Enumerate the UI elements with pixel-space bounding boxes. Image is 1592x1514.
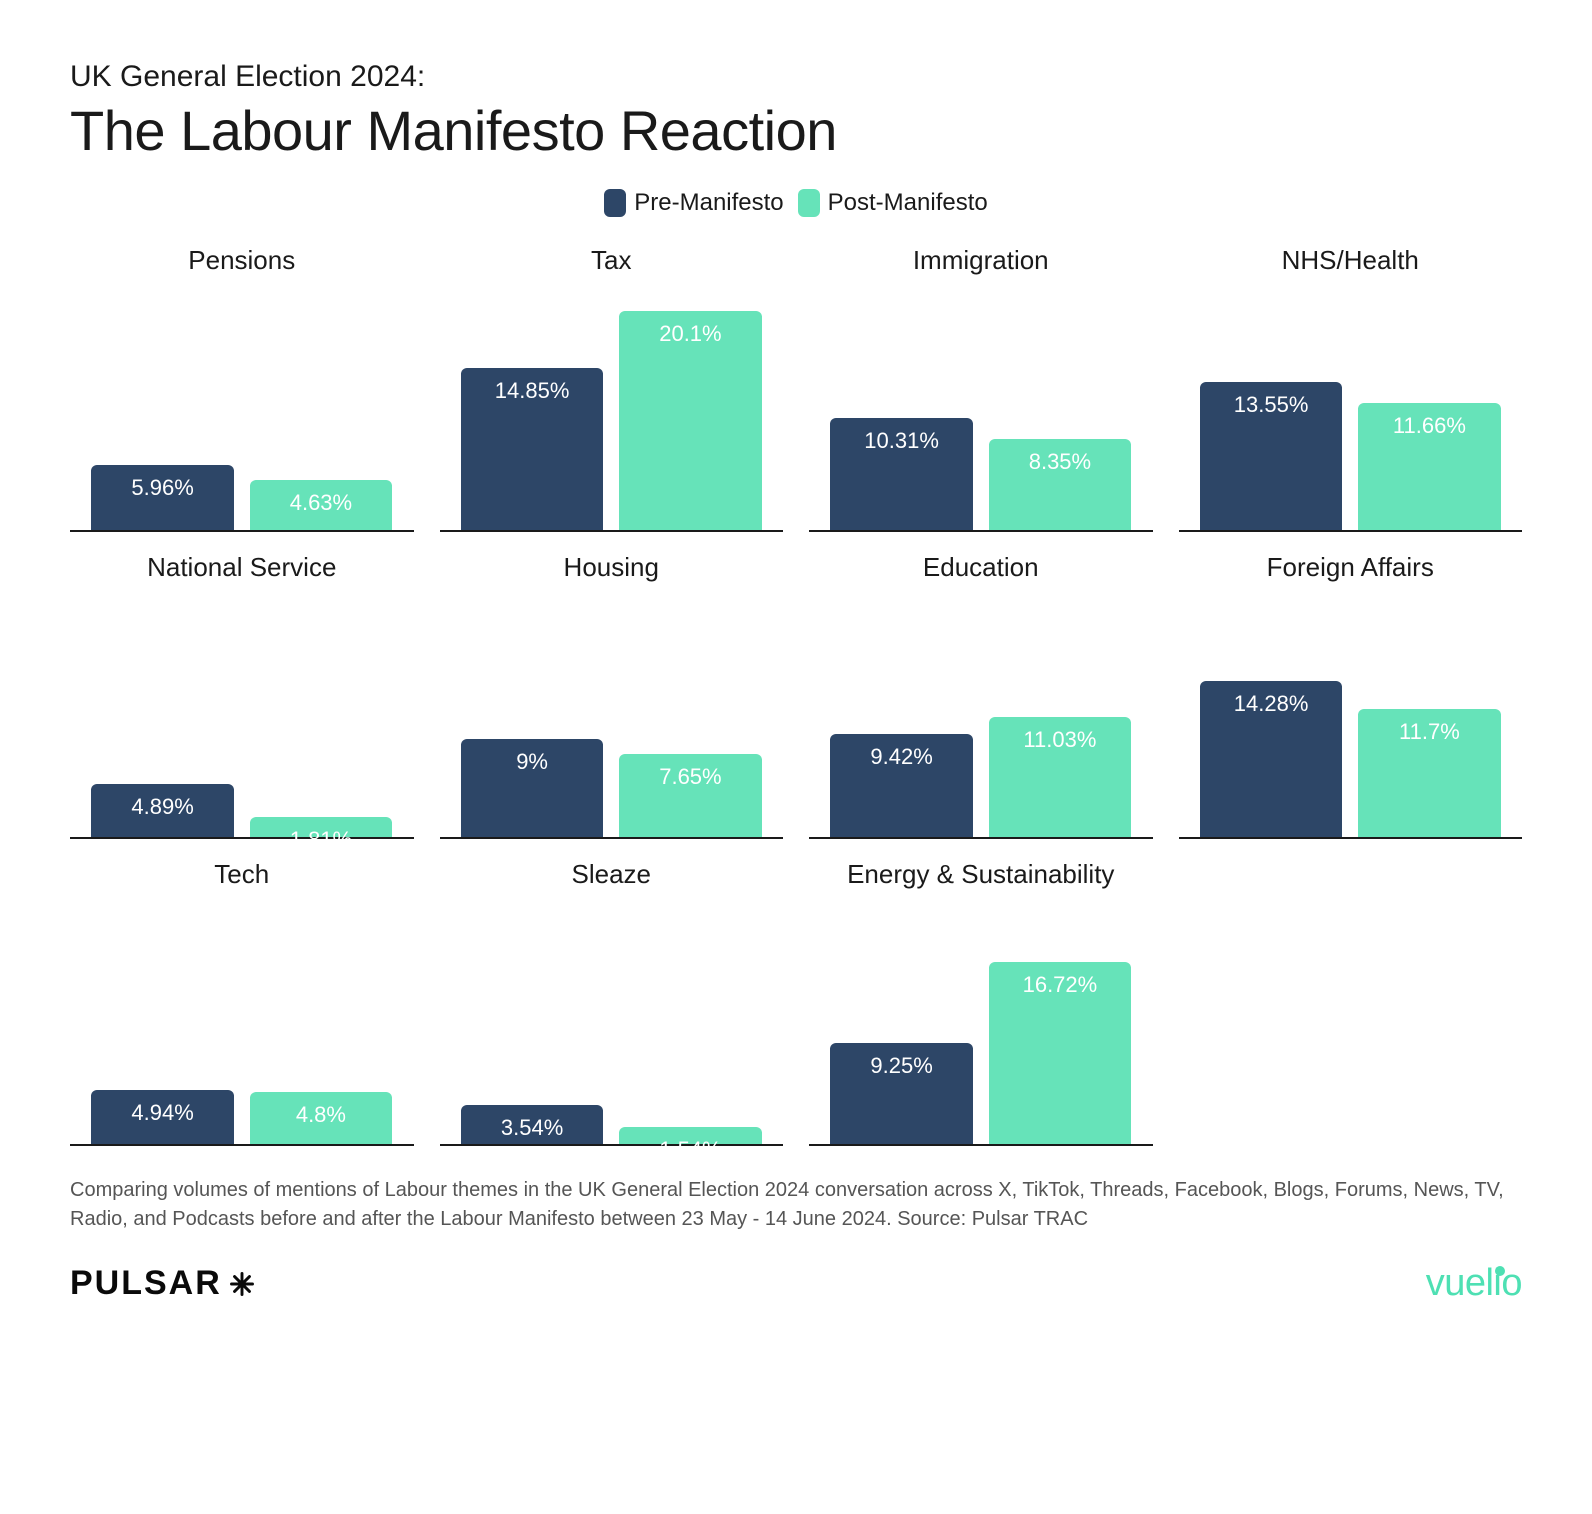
bar-label-pre: 10.31% [864, 418, 939, 454]
panel-title: NHS/Health [1179, 245, 1523, 276]
chart-panel: Tech 4.94% 4.8% [70, 859, 414, 1146]
chart-panel: Foreign Affairs 14.28% 11.7% [1179, 552, 1523, 839]
bars-area: 3.54% 1.54% [440, 906, 784, 1146]
chart-panel: Education 9.42% 11.03% [809, 552, 1153, 839]
pulsar-text: PULSAR [70, 1264, 222, 1303]
panel-title: Foreign Affairs [1179, 552, 1523, 583]
bar-post: 1.54% [619, 1127, 761, 1144]
bars-area: 9.25% 16.72% [809, 906, 1153, 1146]
bar-post: 8.35% [989, 439, 1131, 530]
bar-label-post: 7.65% [659, 754, 721, 790]
legend-label-pre: Pre-Manifesto [634, 189, 783, 217]
bar-post: 4.63% [250, 480, 392, 531]
bar-pre: 4.89% [91, 784, 233, 837]
chart-panel: National Service 4.89% 1.81% [70, 552, 414, 839]
panel-title: Tax [440, 245, 784, 276]
chart-header: UK General Election 2024: The Labour Man… [70, 60, 1522, 163]
bar-post: 4.8% [250, 1092, 392, 1144]
bar-pre: 14.28% [1200, 681, 1342, 837]
chart-panel: Immigration 10.31% 8.35% [809, 245, 1153, 532]
bar-label-post: 11.66% [1393, 403, 1466, 439]
bar-post: 16.72% [989, 962, 1131, 1144]
chart-pretitle: UK General Election 2024: [70, 60, 1522, 94]
bar-label-pre: 4.94% [131, 1090, 193, 1126]
chart-panel: NHS/Health 13.55% 11.66% [1179, 245, 1523, 532]
legend-swatch-pre [604, 189, 626, 217]
bar-pre: 13.55% [1200, 382, 1342, 530]
bar-label-post: 8.35% [1029, 439, 1091, 475]
panel-title: Housing [440, 552, 784, 583]
bar-pre: 9.42% [830, 734, 972, 837]
vuelio-text: vuelio [1426, 1262, 1522, 1304]
bar-label-post: 4.63% [290, 480, 352, 516]
bar-post: 11.03% [989, 717, 1131, 837]
bar-post: 20.1% [619, 311, 761, 530]
bars-area: 5.96% 4.63% [70, 292, 414, 532]
bar-pre: 9.25% [830, 1043, 972, 1144]
bar-label-pre: 9.42% [870, 734, 932, 770]
bars-area: 4.89% 1.81% [70, 599, 414, 839]
footer-caption: Comparing volumes of mentions of Labour … [70, 1176, 1522, 1234]
bars-area: 14.85% 20.1% [440, 292, 784, 532]
panel-grid: Pensions 5.96% 4.63% Tax 14.85% 20.1% Immigrat… [70, 245, 1522, 1146]
legend-item-post: Post-Manifesto [798, 189, 988, 217]
bars-area: 9.42% 11.03% [809, 599, 1153, 839]
bar-post: 7.65% [619, 754, 761, 837]
title-bold: Labour Manifesto Reaction [180, 99, 837, 162]
title-light: The [70, 99, 180, 162]
bar-label-post: 20.1% [659, 311, 721, 347]
bar-post: 11.66% [1358, 403, 1500, 530]
bar-label-pre: 9.25% [870, 1043, 932, 1079]
bars-area: 4.94% 4.8% [70, 906, 414, 1146]
chart-panel: Housing 9% 7.65% [440, 552, 784, 839]
bar-pre: 4.94% [91, 1090, 233, 1144]
bar-label-pre: 4.89% [131, 784, 193, 820]
panel-title: Sleaze [440, 859, 784, 890]
bar-post: 11.7% [1358, 709, 1500, 837]
bars-area: 10.31% 8.35% [809, 292, 1153, 532]
panel-title: Tech [70, 859, 414, 890]
bar-label-post: 16.72% [1023, 962, 1098, 998]
bar-pre: 3.54% [461, 1105, 603, 1144]
logo-row: PULSAR vuelio [70, 1262, 1522, 1305]
pulsar-logo: PULSAR [70, 1264, 256, 1303]
chart-panel: Tax 14.85% 20.1% [440, 245, 784, 532]
legend-swatch-post [798, 189, 820, 217]
bar-pre: 9% [461, 739, 603, 837]
chart-panel: Sleaze 3.54% 1.54% [440, 859, 784, 1146]
bar-pre: 14.85% [461, 368, 603, 530]
bar-label-pre: 13.55% [1234, 382, 1309, 418]
panel-title: Pensions [70, 245, 414, 276]
bar-label-post: 4.8% [296, 1092, 346, 1128]
legend-item-pre: Pre-Manifesto [604, 189, 783, 217]
bars-area: 14.28% 11.7% [1179, 599, 1523, 839]
panel-title: Energy & Sustainability [809, 859, 1153, 890]
bar-label-post: 1.81% [290, 817, 352, 853]
bar-label-post: 1.54% [659, 1127, 721, 1163]
bar-pre: 10.31% [830, 418, 972, 530]
panel-title: Immigration [809, 245, 1153, 276]
panel-title: National Service [70, 552, 414, 583]
bar-label-post: 11.7% [1399, 709, 1460, 745]
legend-label-post: Post-Manifesto [828, 189, 988, 217]
bars-area: 13.55% 11.66% [1179, 292, 1523, 532]
asterisk-icon [228, 1270, 256, 1298]
bar-label-pre: 9% [516, 739, 548, 775]
bars-area: 9% 7.65% [440, 599, 784, 839]
vuelio-logo: vuelio [1426, 1262, 1522, 1305]
chart-legend: Pre-Manifesto Post-Manifesto [70, 189, 1522, 217]
bar-label-post: 11.03% [1023, 717, 1096, 753]
bar-pre: 5.96% [91, 465, 233, 530]
bar-label-pre: 14.28% [1234, 681, 1309, 717]
bar-label-pre: 3.54% [501, 1105, 563, 1141]
bar-label-pre: 14.85% [495, 368, 570, 404]
chart-title: The Labour Manifesto Reaction [70, 98, 1522, 163]
panel-title: Education [809, 552, 1153, 583]
bar-post: 1.81% [250, 817, 392, 837]
bar-label-pre: 5.96% [131, 465, 193, 501]
chart-panel: Pensions 5.96% 4.63% [70, 245, 414, 532]
chart-panel: Energy & Sustainability 9.25% 16.72% [809, 859, 1153, 1146]
